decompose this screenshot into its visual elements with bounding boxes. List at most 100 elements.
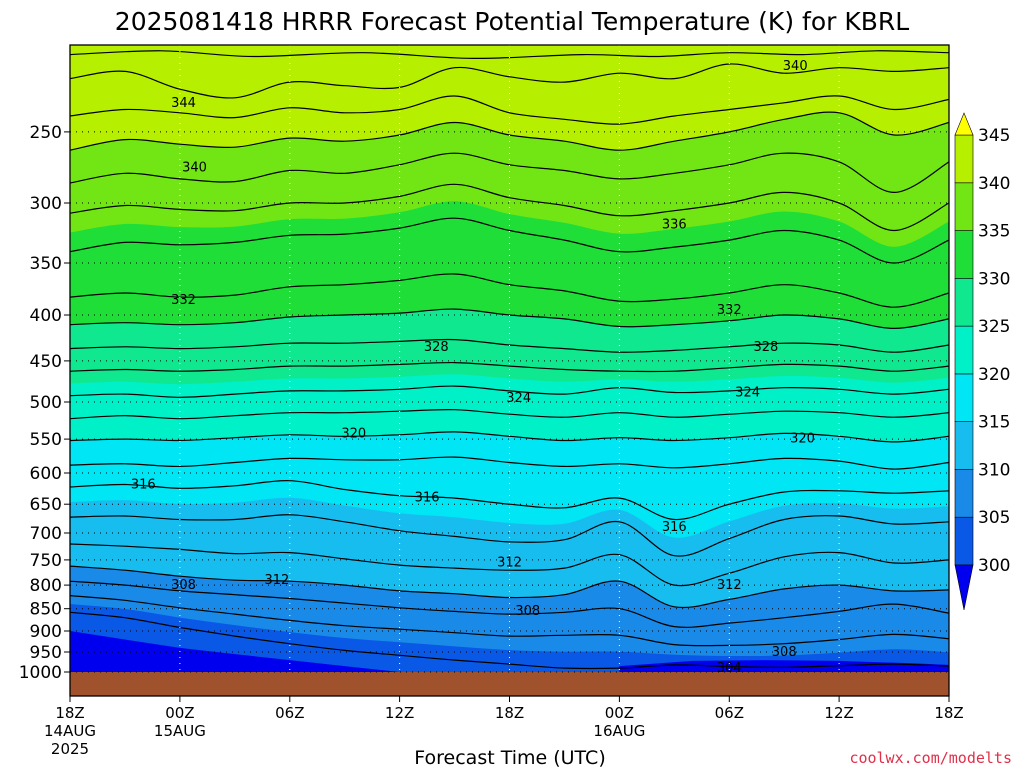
colorbar-label: 335 bbox=[978, 222, 1010, 242]
contour-label: 304 bbox=[717, 661, 742, 676]
contour-label: 312 bbox=[497, 556, 522, 571]
y-tick-label: 500 bbox=[30, 393, 62, 413]
y-tick-label: 700 bbox=[30, 524, 62, 544]
isotherm-306 bbox=[70, 595, 949, 647]
colorbar-box bbox=[954, 230, 974, 279]
contour-label: 340 bbox=[783, 59, 808, 74]
y-tick-label: 600 bbox=[30, 464, 62, 484]
y-tick-label: 750 bbox=[30, 551, 62, 571]
x-tick-label: 06Z bbox=[715, 704, 744, 722]
contour-label: 308 bbox=[515, 604, 540, 619]
y-tick-label: 350 bbox=[30, 254, 62, 274]
colorbar-box bbox=[954, 277, 974, 327]
isotherm-314 bbox=[70, 514, 949, 557]
isotherm-332 bbox=[70, 273, 949, 308]
colorbar-box bbox=[954, 134, 974, 184]
contour-label: 332 bbox=[717, 303, 742, 318]
contour-label: 336 bbox=[662, 217, 687, 232]
x-tick-label: 12Z bbox=[824, 704, 853, 722]
isotherm-324 bbox=[70, 385, 949, 398]
isotherm-322 bbox=[70, 409, 949, 420]
x-tick-label: 18Z bbox=[934, 704, 963, 722]
x-tick-label: 12Z bbox=[385, 704, 414, 722]
colorbar-label: 340 bbox=[978, 174, 1010, 194]
colorbar-label: 305 bbox=[978, 508, 1010, 528]
x-tick-label: 14AUG bbox=[44, 722, 96, 740]
isotherm-320 bbox=[70, 431, 949, 443]
contour-label: 316 bbox=[662, 520, 687, 535]
contour-label: 320 bbox=[341, 426, 366, 441]
contour-label: 320 bbox=[790, 431, 815, 446]
colorbar-bottom-arrow bbox=[954, 564, 974, 611]
y-tick-label: 550 bbox=[30, 430, 62, 450]
contour-label: 328 bbox=[424, 340, 449, 355]
contour-label: 324 bbox=[506, 391, 531, 406]
contour-label: 312 bbox=[264, 573, 289, 588]
isotherm-345 bbox=[70, 50, 949, 60]
chart-title: 2025081418 HRRR Forecast Potential Tempe… bbox=[115, 7, 909, 36]
isotherm-334 bbox=[70, 217, 949, 264]
colorbar-label: 345 bbox=[978, 126, 1010, 146]
y-tick-label: 850 bbox=[30, 600, 62, 620]
colorbar-label: 300 bbox=[978, 556, 1010, 576]
isotherm-326 bbox=[70, 361, 949, 373]
colorbar-label: 325 bbox=[978, 317, 1010, 337]
y-tick-label: 900 bbox=[30, 622, 62, 642]
x-tick-label: 06Z bbox=[275, 704, 304, 722]
band-below-300-late bbox=[619, 660, 949, 672]
x-tick-label: 18Z bbox=[55, 704, 84, 722]
colorbar-label: 330 bbox=[978, 269, 1010, 289]
contour-label: 308 bbox=[772, 645, 797, 660]
isotherm-308 bbox=[70, 580, 949, 628]
contour-label: 324 bbox=[735, 386, 760, 401]
y-tick-label: 250 bbox=[30, 123, 62, 143]
colorbar-box bbox=[954, 373, 974, 422]
y-tick-label: 300 bbox=[30, 194, 62, 214]
x-tick-label: 2025 bbox=[51, 740, 89, 758]
isotherm-344 bbox=[70, 63, 949, 99]
colorbar-box bbox=[954, 421, 974, 470]
contour-label: 328 bbox=[753, 340, 778, 355]
isotherm-342 bbox=[70, 95, 949, 125]
y-tick-label: 650 bbox=[30, 495, 62, 515]
x-axis-label: Forecast Time (UTC) bbox=[414, 747, 605, 768]
isotherm-316 bbox=[70, 480, 949, 521]
isotherm-312 bbox=[70, 543, 949, 587]
y-tick-label: 950 bbox=[30, 643, 62, 663]
colorbar-label: 320 bbox=[978, 365, 1010, 385]
contour-labels: 344 340 340 336 332 332 328 328 324 324 320 320 316 3… bbox=[131, 59, 815, 676]
contour-label: 332 bbox=[171, 293, 196, 308]
y-tick-label: 800 bbox=[30, 576, 62, 596]
contour-label: 316 bbox=[415, 491, 440, 506]
y-tick-label: 450 bbox=[30, 352, 62, 372]
x-tick-label: 16AUG bbox=[593, 722, 645, 740]
x-tick-label: 15AUG bbox=[154, 722, 206, 740]
isotherm-336 bbox=[70, 183, 949, 232]
contour-label: 340 bbox=[182, 161, 207, 176]
colorbar: 300 305 310 315 320 325 330 335 340 345 bbox=[954, 112, 1010, 611]
band-below-300 bbox=[70, 631, 400, 672]
colorbar-box bbox=[954, 516, 974, 566]
contour-label: 308 bbox=[171, 578, 196, 593]
contour-label: 312 bbox=[717, 578, 742, 593]
credit-link[interactable]: coolwx.com/modelts bbox=[849, 749, 1012, 767]
colorbar-label: 310 bbox=[978, 460, 1010, 480]
colorbar-box bbox=[954, 469, 974, 518]
x-tick-label: 18Z bbox=[495, 704, 524, 722]
x-tick-label: 00Z bbox=[165, 704, 194, 722]
colorbar-label: 315 bbox=[978, 413, 1010, 433]
y-tick-label: 400 bbox=[30, 306, 62, 326]
contour-label: 316 bbox=[131, 478, 156, 493]
y-tick-label: 1000 bbox=[19, 663, 62, 683]
isotherm-338 bbox=[70, 152, 949, 194]
isotherm-318 bbox=[70, 456, 949, 470]
x-tick-label: 00Z bbox=[605, 704, 634, 722]
colorbar-box bbox=[954, 325, 974, 375]
colorbar-box bbox=[954, 182, 974, 231]
ground-surface bbox=[70, 672, 949, 696]
isotherm-304 bbox=[70, 611, 949, 670]
colorbar-top-arrow bbox=[954, 112, 974, 136]
y-axis: 2503003504004505005506006507007508008509… bbox=[19, 123, 70, 683]
